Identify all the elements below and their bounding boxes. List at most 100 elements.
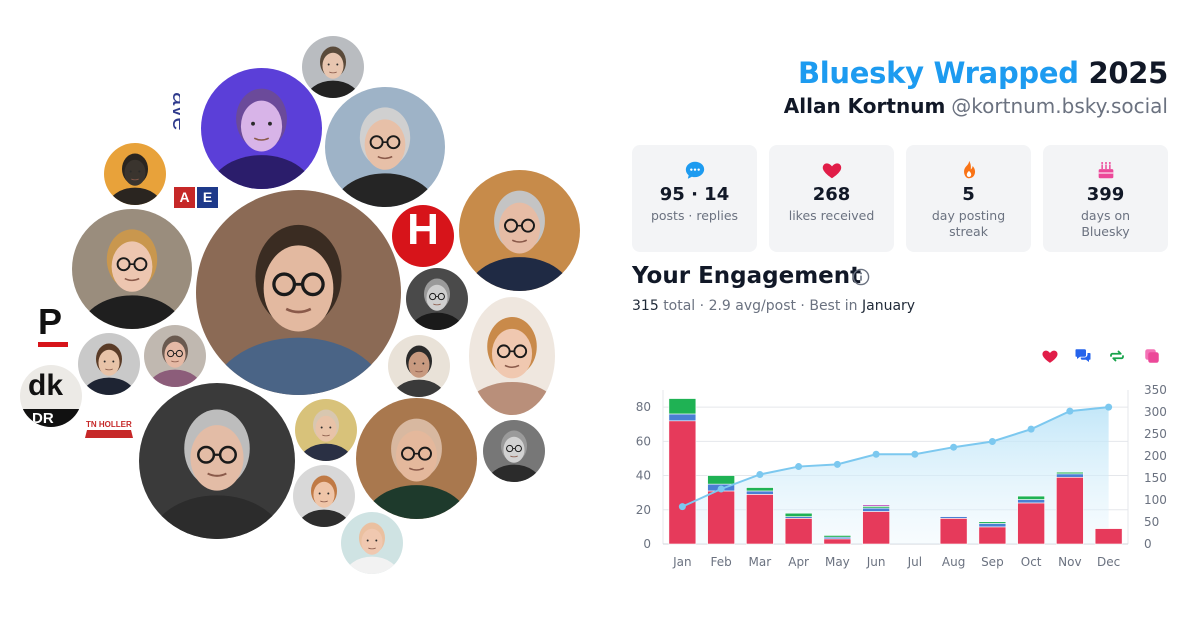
legend-quote-icon[interactable] [1143, 347, 1161, 365]
avatar-woman-glasses[interactable] [144, 325, 206, 387]
legend-reply-bubbles-icon[interactable] [1074, 347, 1092, 365]
bar-reposts[interactable] [1056, 471, 1084, 475]
bar-reposts[interactable] [1017, 495, 1045, 500]
ae-logo[interactable]: A E [174, 187, 218, 209]
avatar-bald-man-bottom[interactable] [341, 512, 403, 574]
bar-replies[interactable] [1056, 473, 1084, 478]
bar-reposts[interactable] [823, 535, 852, 538]
bar-likes[interactable] [707, 490, 735, 545]
chat-bubble-icon [684, 159, 706, 181]
y-tick-right: 50 [1144, 515, 1159, 529]
h-logo-letter: H [407, 205, 439, 254]
avatar-older-woman[interactable] [139, 383, 295, 539]
p-logo-bar [38, 342, 68, 347]
avatar-purple-woman[interactable] [201, 68, 322, 189]
avatar-bald-man-small[interactable] [295, 399, 357, 461]
x-tick-label: Jun [866, 555, 886, 569]
bar-replies[interactable] [668, 413, 697, 422]
avatar-bw-man-portrait [406, 268, 468, 330]
avatar-large-center-portrait [196, 190, 401, 395]
avatar-woman-glasses-portrait [144, 325, 206, 387]
bar-likes[interactable] [1017, 502, 1045, 545]
bar-quotes[interactable] [862, 504, 890, 507]
dk-dr-logo[interactable]: dk DR [20, 365, 82, 427]
avatar-sculpture[interactable] [104, 143, 166, 205]
legend-heart-icon[interactable] [1041, 347, 1059, 365]
cumulative-point[interactable] [988, 437, 996, 445]
avatar-suit-man[interactable] [78, 333, 140, 395]
bar-replies[interactable] [1017, 499, 1045, 504]
cumulative-point[interactable] [717, 485, 725, 493]
cumulative-point[interactable] [1027, 425, 1035, 433]
y-tick-left: 40 [636, 469, 651, 483]
stat-value: 399 [1086, 184, 1125, 205]
cumulative-point[interactable] [1066, 407, 1074, 415]
stat-card-likes: 268 likes received [769, 145, 894, 252]
ave-logo[interactable]: ave [150, 88, 194, 144]
bar-reposts[interactable] [978, 521, 1007, 524]
cumulative-point[interactable] [756, 470, 764, 478]
avatar-bald-man-green[interactable] [356, 398, 477, 519]
avatar-bald-man-bottom-portrait [341, 512, 403, 574]
bar-replies[interactable] [862, 507, 890, 512]
user-handle[interactable]: @kortnum.bsky.social [951, 94, 1168, 118]
p-logo[interactable]: P [38, 304, 70, 348]
bar-reposts[interactable] [746, 487, 774, 492]
engagement-title: Your Engagement [632, 263, 862, 289]
avatar-cluster: ave A E H P dk DR TN HOLLER [20, 36, 580, 574]
flame-icon [958, 159, 980, 181]
bar-likes[interactable] [1094, 528, 1123, 545]
avatar-small-top[interactable] [302, 36, 364, 98]
bar-replies[interactable] [746, 490, 774, 495]
tn-holler-logo[interactable]: TN HOLLER [85, 418, 135, 440]
bar-likes[interactable] [939, 518, 968, 545]
cumulative-point[interactable] [911, 450, 919, 458]
cumulative-point[interactable] [678, 503, 686, 511]
bar-reposts[interactable] [668, 398, 697, 415]
avatar-large-center[interactable] [196, 190, 401, 395]
avatar-blonde-woman[interactable] [72, 209, 192, 329]
h-logo[interactable]: H [392, 205, 454, 267]
y-tick-right: 100 [1144, 493, 1167, 507]
stat-label: days on Bluesky [1080, 208, 1131, 239]
bar-reposts[interactable] [707, 475, 735, 485]
avatar-bw-man[interactable] [406, 268, 468, 330]
cumulative-point[interactable] [833, 460, 841, 468]
stat-card-days: 399 days on Bluesky [1043, 145, 1168, 252]
avatar-bw-man-sunglasses[interactable] [483, 420, 545, 482]
cumulative-point[interactable] [1105, 403, 1113, 411]
bar-likes[interactable] [978, 526, 1007, 545]
legend-repost-icon[interactable] [1108, 347, 1126, 365]
avatar-redhead-man[interactable] [293, 465, 355, 527]
bar-replies[interactable] [978, 523, 1007, 528]
bar-likes[interactable] [668, 420, 697, 545]
cumulative-point[interactable] [950, 443, 958, 451]
x-tick-label: Jul [907, 555, 922, 569]
y-tick-left: 60 [636, 434, 651, 448]
avatar-city-man[interactable] [325, 87, 445, 207]
bar-likes[interactable] [784, 518, 813, 545]
bar-likes[interactable] [746, 494, 774, 545]
bar-likes[interactable] [862, 511, 890, 545]
y-tick-right: 350 [1144, 383, 1167, 397]
ae-logo-right: E [197, 187, 218, 208]
cumulative-point[interactable] [795, 463, 803, 471]
info-icon[interactable] [852, 268, 870, 286]
cumulative-area [682, 407, 1109, 544]
avatar-man-sweater[interactable] [459, 170, 580, 291]
dr-logo-strip: DR [20, 409, 82, 427]
avatar-photographer[interactable] [388, 335, 450, 397]
bar-likes[interactable] [823, 538, 852, 545]
x-tick-label: Nov [1058, 555, 1081, 569]
x-tick-label: Mar [749, 555, 772, 569]
avatar-sculpture-portrait [104, 143, 166, 205]
avatar-bald-man-small-portrait [295, 399, 357, 461]
avatar-young-woman[interactable] [469, 297, 555, 415]
avatar-bald-man-green-portrait [356, 398, 477, 519]
avatar-man-sweater-portrait [459, 170, 580, 291]
x-tick-label: Apr [788, 555, 809, 569]
bar-reposts[interactable] [784, 512, 813, 517]
cumulative-point[interactable] [872, 450, 880, 458]
bar-likes[interactable] [1056, 476, 1084, 545]
bar-replies[interactable] [939, 516, 968, 519]
